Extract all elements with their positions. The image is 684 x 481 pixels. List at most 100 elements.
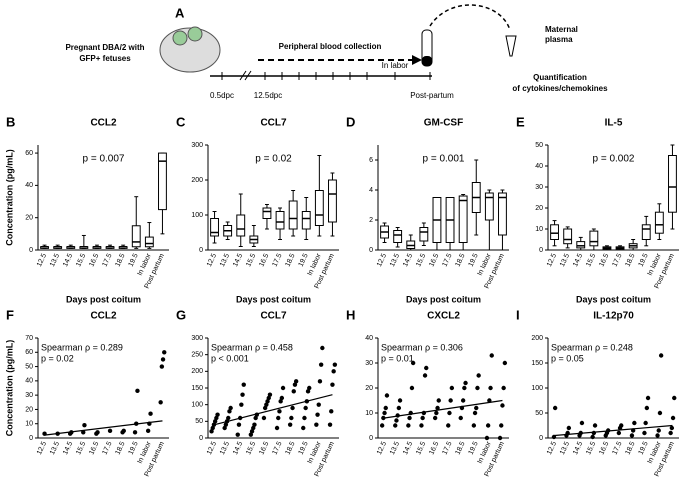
x-tick-label: 15.5 bbox=[75, 253, 87, 268]
axis-break bbox=[239, 70, 247, 81]
annotation: p < 0.001 bbox=[211, 353, 249, 363]
fetus bbox=[187, 26, 203, 42]
y-tick-label: 50 bbox=[25, 363, 33, 370]
point bbox=[579, 420, 585, 426]
box bbox=[158, 152, 167, 211]
point bbox=[249, 429, 255, 434]
x-tick-label: 16.5 bbox=[258, 441, 270, 456]
point bbox=[293, 379, 299, 384]
point bbox=[327, 422, 333, 427]
panel-letter: C bbox=[176, 114, 186, 129]
point bbox=[320, 345, 325, 351]
y-tick-label: 20 bbox=[25, 406, 33, 413]
point bbox=[658, 353, 664, 358]
x-tick-label: 17.5 bbox=[611, 441, 623, 456]
timeline-label: 0.5dpc bbox=[210, 91, 234, 100]
y-tick-label: 0 bbox=[369, 435, 373, 442]
point bbox=[434, 410, 439, 416]
y-tick-label: 0 bbox=[29, 435, 33, 442]
x-tick-label: 18.5 bbox=[115, 441, 127, 456]
annotation: Spearman ρ = 0.458 bbox=[211, 342, 293, 352]
chart-title: CCL7 bbox=[260, 118, 287, 129]
point bbox=[315, 412, 320, 417]
chart-title: CCL2 bbox=[90, 118, 117, 129]
point bbox=[162, 350, 167, 355]
box bbox=[458, 195, 468, 243]
point bbox=[210, 425, 215, 431]
point bbox=[274, 425, 280, 431]
point bbox=[642, 430, 647, 436]
point bbox=[239, 402, 244, 407]
chart-title: IL-12p70 bbox=[593, 311, 634, 322]
point bbox=[305, 389, 311, 394]
point bbox=[159, 364, 165, 369]
y-tick-label: 40 bbox=[365, 335, 373, 342]
point bbox=[290, 405, 295, 411]
point bbox=[409, 385, 415, 391]
point bbox=[656, 428, 661, 433]
point bbox=[502, 360, 508, 366]
box bbox=[144, 236, 154, 248]
point bbox=[485, 423, 491, 428]
point bbox=[148, 411, 153, 416]
point bbox=[280, 385, 286, 391]
panel-a: A Pregnant DBA/2 with GFP+ fetuses 0.5dp… bbox=[65, 4, 608, 100]
box bbox=[288, 200, 298, 230]
x-tick-label: 15.5 bbox=[245, 253, 257, 268]
point bbox=[566, 425, 572, 431]
x-tick-label: 18.5 bbox=[285, 253, 297, 268]
x-tick-label: 18.5 bbox=[625, 253, 637, 268]
annotation: p = 0.01 bbox=[381, 353, 414, 363]
point bbox=[475, 385, 480, 391]
timeline-label: Post-partum bbox=[410, 91, 454, 100]
x-tick-label: 17.5 bbox=[271, 441, 283, 456]
y-tick-label: 10 bbox=[365, 410, 373, 417]
y-tick-label: 0 bbox=[199, 247, 203, 254]
point bbox=[643, 420, 648, 426]
point bbox=[226, 415, 231, 421]
annotation: Spearman ρ = 0.248 bbox=[551, 342, 633, 352]
chart-title: IL-5 bbox=[605, 118, 623, 129]
point bbox=[214, 415, 219, 421]
x-tick-label: 16.5 bbox=[598, 253, 610, 268]
point bbox=[316, 402, 321, 407]
fit-line bbox=[44, 420, 163, 436]
point bbox=[436, 398, 441, 403]
y-tick-label: 0 bbox=[369, 247, 373, 254]
y-tick-label: 40 bbox=[25, 378, 33, 385]
y-tick-label: 150 bbox=[531, 360, 543, 367]
x-tick-label: 18.5 bbox=[625, 441, 637, 456]
point bbox=[267, 392, 273, 397]
point bbox=[458, 415, 463, 421]
x-tick-label: 16.5 bbox=[88, 253, 100, 268]
point bbox=[382, 410, 387, 416]
point bbox=[474, 405, 479, 411]
y-tick-label: 2 bbox=[369, 217, 373, 224]
box bbox=[314, 190, 324, 226]
y-tick-label: 0 bbox=[29, 247, 33, 254]
x-tick-label: 12.5 bbox=[376, 441, 388, 456]
annotation: p = 0.002 bbox=[593, 154, 635, 165]
y-tick-label: 30 bbox=[25, 392, 33, 399]
x-tick-label: 12.5 bbox=[36, 441, 48, 456]
mouse-label: Pregnant DBA/2 with bbox=[65, 43, 144, 52]
panel-letter: I bbox=[516, 307, 520, 322]
point bbox=[407, 415, 412, 421]
y-tick-label: 4 bbox=[369, 187, 373, 194]
point bbox=[222, 425, 227, 431]
x-tick-label: 14.5 bbox=[402, 253, 414, 268]
point bbox=[410, 360, 416, 366]
y-tick-label: 100 bbox=[531, 385, 543, 392]
point bbox=[489, 353, 494, 358]
point bbox=[318, 362, 324, 367]
x-tick-label: 14.5 bbox=[572, 253, 584, 268]
point bbox=[266, 395, 271, 401]
point bbox=[317, 379, 323, 384]
x-tick-label: 12.5 bbox=[546, 253, 558, 268]
y-tick-label: 70 bbox=[25, 335, 33, 342]
point bbox=[447, 410, 452, 416]
x-tick-label: 14.5 bbox=[62, 441, 74, 456]
annotation: p = 0.05 bbox=[551, 353, 584, 363]
box bbox=[576, 241, 586, 249]
point bbox=[668, 430, 673, 436]
